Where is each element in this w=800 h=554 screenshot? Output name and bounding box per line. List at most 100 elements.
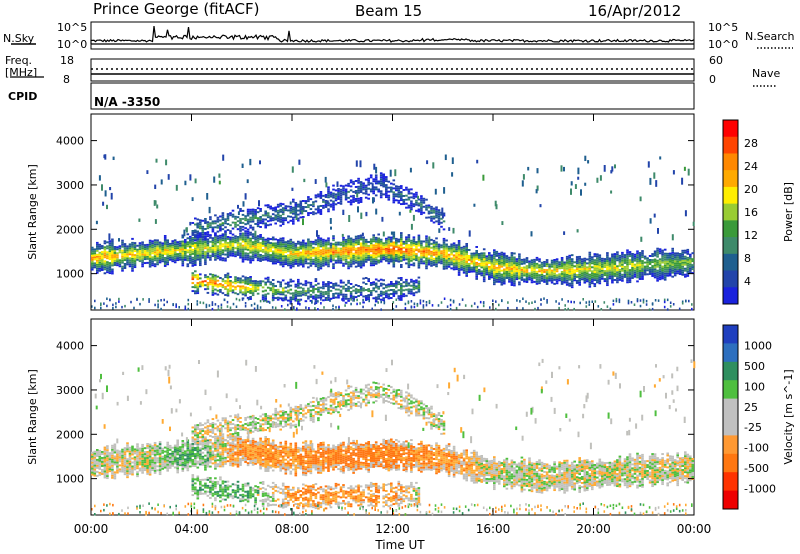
- power-clutter-cell: [666, 308, 669, 311]
- power-cell: [191, 222, 195, 224]
- power-cell: [221, 228, 225, 231]
- power-cell: [251, 220, 255, 223]
- power-cell: [565, 267, 569, 270]
- power-clutter-cell: [112, 306, 114, 310]
- power-cell: [322, 200, 325, 203]
- power-cell: [598, 268, 602, 271]
- power-cell: [294, 208, 298, 210]
- power-cell: [186, 263, 190, 266]
- power-cell: [369, 284, 373, 286]
- power-cell: [281, 237, 285, 240]
- power-clutter-cell: [238, 298, 241, 302]
- power-cell: [523, 274, 526, 277]
- power-cell: [312, 203, 315, 206]
- power-cell: [462, 247, 466, 250]
- power-cell: [236, 281, 240, 284]
- power-cell: [392, 255, 396, 258]
- power-cell: [593, 275, 597, 278]
- power-cell: [294, 297, 298, 300]
- nsky-tick-low: 10^0: [57, 38, 88, 51]
- power-cell: [498, 258, 501, 261]
- power-cell: [141, 263, 144, 266]
- power-cell: [294, 254, 298, 257]
- power-cell: [196, 288, 200, 291]
- power-cell: [352, 252, 355, 255]
- power-cell: [249, 216, 252, 219]
- power-cell: [362, 182, 365, 185]
- power-cell: [596, 273, 599, 276]
- power-cell: [133, 250, 137, 253]
- power-cell: [319, 237, 323, 240]
- power-cell: [354, 241, 358, 244]
- power-cell: [618, 256, 622, 259]
- power-clutter-cell: [476, 305, 479, 309]
- power-scatter-cell: [316, 230, 318, 237]
- power-cell: [299, 298, 303, 301]
- power-cell: [432, 251, 436, 254]
- power-cell: [143, 258, 147, 261]
- power-cell: [681, 255, 684, 258]
- power-cell: [271, 292, 275, 295]
- power-cell: [518, 273, 521, 276]
- power-cell: [297, 248, 300, 251]
- vel-cell: [106, 459, 109, 462]
- power-cell: [239, 218, 242, 220]
- power-cell: [580, 266, 584, 269]
- power-cell: [249, 255, 252, 258]
- power-cell: [601, 269, 604, 272]
- power-cell: [525, 281, 529, 283]
- power-clutter-cell: [573, 300, 575, 304]
- power-cell: [671, 261, 674, 264]
- power-clutter-cell: [597, 305, 600, 308]
- power-cell: [490, 276, 494, 279]
- power-cell: [289, 244, 293, 247]
- power-clutter-cell: [205, 303, 208, 307]
- power-cell: [400, 266, 403, 268]
- power-cell: [226, 256, 230, 258]
- power-cell: [515, 276, 519, 279]
- power-cell: [304, 294, 308, 297]
- power-cell: [329, 260, 333, 263]
- power-cell: [224, 243, 227, 246]
- power-cell: [106, 241, 109, 244]
- power-cell: [359, 252, 363, 255]
- power-cell: [271, 279, 275, 281]
- power-cell: [354, 296, 358, 299]
- power-cell: [259, 280, 262, 283]
- power-cell: [103, 242, 107, 245]
- power-cell: [643, 267, 647, 270]
- power-clutter-cell: [196, 300, 199, 303]
- vel-cell: [93, 460, 97, 463]
- power-cell: [673, 252, 677, 255]
- vel-cell: [136, 445, 139, 448]
- power-cell: [191, 244, 195, 247]
- power-scatter-cell: [213, 176, 216, 183]
- power-cell: [161, 260, 164, 263]
- power-cell: [317, 246, 320, 249]
- power-cell: [126, 255, 129, 258]
- power-cell: [302, 263, 305, 266]
- power-cell: [229, 286, 232, 288]
- power-cell: [251, 208, 255, 211]
- power-cell: [578, 271, 581, 274]
- power-cell: [138, 246, 142, 249]
- power-cell: [214, 278, 217, 281]
- power-cell: [648, 269, 652, 271]
- power-cell: [651, 253, 654, 256]
- power-cell: [379, 252, 383, 255]
- power-cell: [435, 212, 438, 215]
- power-cell: [530, 269, 534, 272]
- power-cell: [498, 266, 501, 269]
- power-cell: [382, 250, 385, 253]
- power-clutter-cell: [636, 299, 639, 303]
- power-cell: [342, 242, 345, 245]
- power-cell: [493, 267, 496, 270]
- power-cell: [186, 265, 190, 268]
- power-clutter-cell: [91, 305, 93, 308]
- power-cell: [241, 252, 245, 255]
- power-cell: [523, 278, 526, 281]
- power-cell: [344, 192, 348, 195]
- power-cell: [246, 230, 250, 233]
- power-cell: [347, 241, 350, 244]
- power-cell: [224, 247, 227, 250]
